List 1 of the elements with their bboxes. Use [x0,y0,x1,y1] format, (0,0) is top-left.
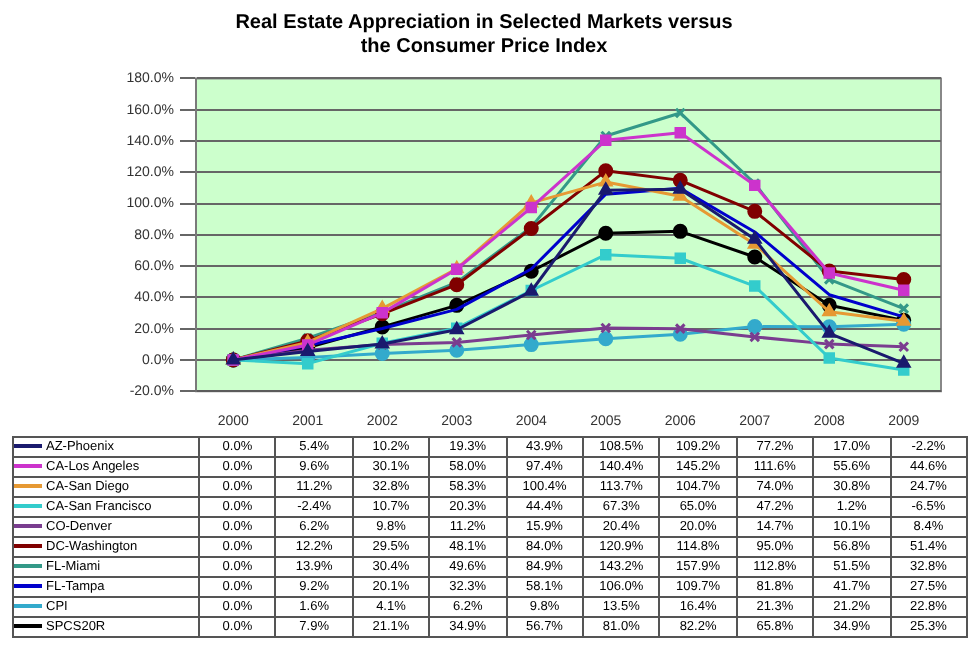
chart-title: Real Estate Appreciation in Selected Markets versus the Consumer Price Index [233,12,735,60]
